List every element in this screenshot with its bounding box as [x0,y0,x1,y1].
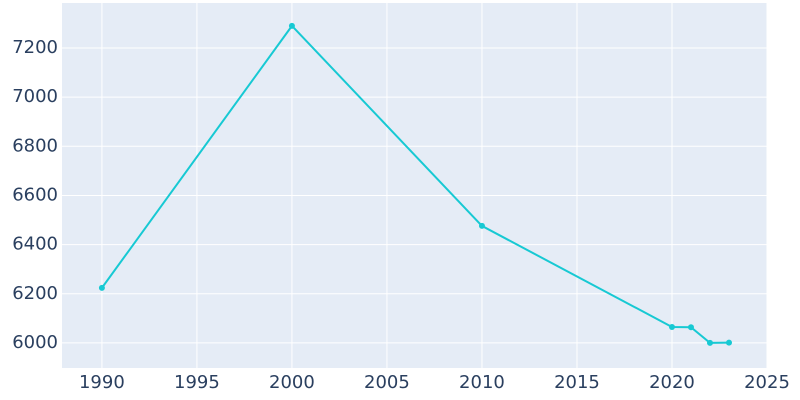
x-tick-label: 1995 [174,372,220,393]
x-tick-label: 1990 [79,372,125,393]
point [98,284,105,291]
y-tick-label: 6400 [12,234,58,255]
y-tick-label: 6200 [12,283,58,304]
x-tick-label: 2020 [649,372,695,393]
x-tick-label: 2005 [364,372,410,393]
plot-area [62,3,767,368]
point [725,339,732,346]
y-tick-label: 7200 [12,37,58,58]
point [288,22,295,29]
x-tick-label: 2015 [554,372,600,393]
x-tick-label: 2010 [459,372,505,393]
y-tick-label: 6000 [12,332,58,353]
point [706,339,713,346]
point [668,323,675,330]
point [687,324,694,331]
y-tick-label: 6800 [12,135,58,156]
point [478,222,485,229]
x-tick-label: 2025 [744,372,790,393]
y-tick-label: 6600 [12,184,58,205]
x-tick-label: 2000 [269,372,315,393]
y-tick-label: 7000 [12,86,58,107]
